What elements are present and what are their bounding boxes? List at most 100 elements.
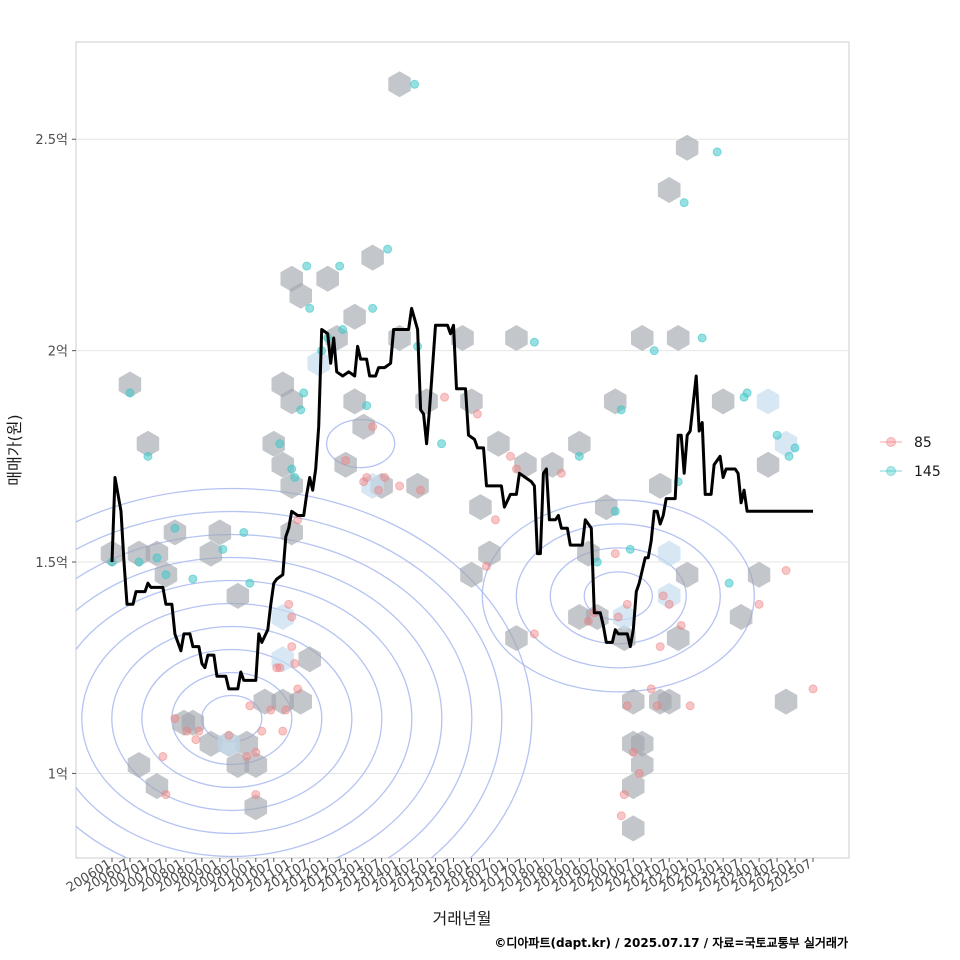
- point-145: [724, 578, 734, 588]
- point-85: [368, 422, 378, 432]
- point-85: [251, 747, 261, 757]
- point-85: [161, 790, 171, 800]
- legend-swatch: [886, 437, 896, 447]
- point-145: [152, 553, 162, 563]
- density-contour: [111, 625, 353, 812]
- point-145: [362, 401, 372, 411]
- point-85: [613, 612, 623, 622]
- hexbin-cell: [271, 688, 294, 715]
- point-145: [218, 544, 228, 554]
- median-price-line: [110, 306, 813, 691]
- point-85: [341, 456, 351, 466]
- point-85: [158, 752, 168, 762]
- hexbin-cell: [289, 688, 312, 715]
- hexbin-cell: [747, 561, 771, 588]
- hexbin-cell: [343, 388, 366, 415]
- point-85: [395, 481, 405, 491]
- point-85: [281, 705, 291, 715]
- hexbin-cell: [469, 494, 492, 521]
- point-85: [224, 730, 234, 740]
- point-85: [628, 747, 638, 757]
- point-145: [302, 261, 312, 271]
- hexbin-cell-light: [271, 604, 294, 630]
- point-85: [440, 392, 450, 402]
- point-145: [592, 557, 602, 567]
- point-85: [182, 726, 192, 736]
- hexbin-cell: [118, 371, 142, 398]
- point-85: [170, 713, 180, 723]
- density-contour: [515, 523, 721, 669]
- point-85: [481, 561, 491, 571]
- point-85: [275, 663, 285, 673]
- hexbin-cell: [136, 430, 160, 457]
- point-145: [697, 333, 707, 343]
- density-contour: [76, 579, 413, 858]
- hexbin-cell: [666, 325, 690, 351]
- point-85: [416, 485, 426, 495]
- point-145: [161, 570, 171, 580]
- point-85: [676, 620, 686, 630]
- hexbin-cell: [622, 688, 645, 715]
- hexbin-cell: [657, 177, 681, 203]
- point-85: [284, 599, 294, 609]
- hexbin-cell-light: [307, 350, 330, 377]
- legend-swatch: [886, 466, 896, 476]
- point-145: [679, 198, 689, 208]
- y-tick-label: 1.5억: [35, 556, 68, 571]
- hexbin-cell: [262, 430, 285, 457]
- density-contour: [76, 556, 443, 858]
- hexbin-cell-light: [613, 604, 636, 630]
- point-85: [490, 515, 500, 525]
- hexbin-cell-light: [271, 646, 294, 673]
- hexbin-cell: [298, 646, 321, 673]
- point-85: [754, 599, 764, 609]
- point-85: [664, 599, 674, 609]
- hexbin-cell: [199, 730, 223, 757]
- hexbin-cell: [729, 604, 753, 630]
- hexbin-cell: [361, 244, 384, 271]
- point-85: [634, 768, 644, 778]
- hexbin-cell: [666, 625, 690, 652]
- hexbin-cell: [649, 472, 672, 499]
- hexbin-cell: [478, 540, 501, 567]
- hexbin-cell-light: [657, 540, 681, 567]
- density-contour: [76, 487, 533, 858]
- hexbin-cell: [460, 561, 483, 588]
- point-145: [410, 79, 420, 89]
- hexbin-cell: [181, 709, 205, 736]
- point-145: [712, 147, 722, 157]
- hexbin-cell: [568, 430, 591, 457]
- point-85: [362, 472, 372, 482]
- hexbin-cell: [226, 582, 250, 609]
- plot-panel: [75, 41, 850, 859]
- point-85: [257, 726, 267, 736]
- y-tick-label: 2억: [48, 345, 68, 360]
- legend-label: 145: [914, 464, 941, 480]
- point-85: [619, 790, 629, 800]
- point-85: [266, 705, 276, 715]
- point-145: [305, 303, 315, 313]
- density-contour: [76, 510, 503, 858]
- point-85: [472, 409, 482, 419]
- point-145: [625, 544, 635, 554]
- median-line: [110, 306, 813, 691]
- hexbin-cell: [675, 561, 699, 588]
- point-85: [583, 616, 593, 626]
- point-85: [616, 811, 626, 821]
- point-85: [380, 472, 390, 482]
- hexbin-cell: [208, 519, 232, 546]
- point-145: [772, 430, 782, 440]
- point-85: [655, 642, 665, 652]
- point-145: [649, 346, 659, 356]
- density-contour: [76, 533, 473, 858]
- point-85: [658, 591, 668, 601]
- x-axis-title: 거래년월: [433, 909, 492, 928]
- density-contour: [141, 648, 323, 789]
- point-85: [652, 701, 662, 711]
- hexbin-cell: [631, 325, 654, 351]
- point-145: [143, 451, 153, 461]
- point-145: [275, 439, 285, 449]
- point-145: [299, 388, 309, 398]
- point-85: [194, 726, 204, 736]
- point-85: [808, 684, 818, 694]
